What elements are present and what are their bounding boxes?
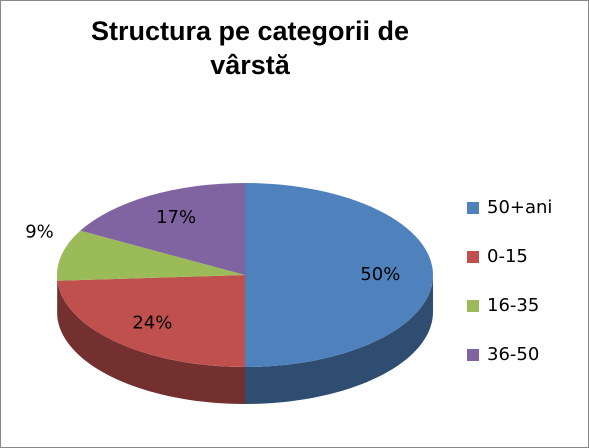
slice-side — [57, 280, 246, 404]
chart-title: Structura pe categorii de vârstă — [90, 16, 410, 80]
legend-label: 16-35 — [487, 295, 539, 316]
legend-swatch — [467, 251, 479, 263]
legend-swatch — [467, 202, 479, 214]
slice — [80, 183, 246, 275]
data-label: 24% — [132, 312, 172, 333]
data-label: 17% — [156, 207, 196, 228]
data-label: 9% — [25, 222, 54, 243]
data-label: 50% — [360, 264, 400, 285]
legend-label: 50+ani — [487, 197, 552, 218]
slice — [57, 230, 245, 281]
legend-swatch — [467, 300, 479, 312]
slice-side — [245, 275, 433, 404]
legend-swatch — [467, 349, 479, 361]
slice — [57, 275, 246, 367]
slice — [245, 183, 433, 367]
legend-label: 36-50 — [487, 344, 539, 365]
legend-label: 0-15 — [487, 246, 528, 267]
